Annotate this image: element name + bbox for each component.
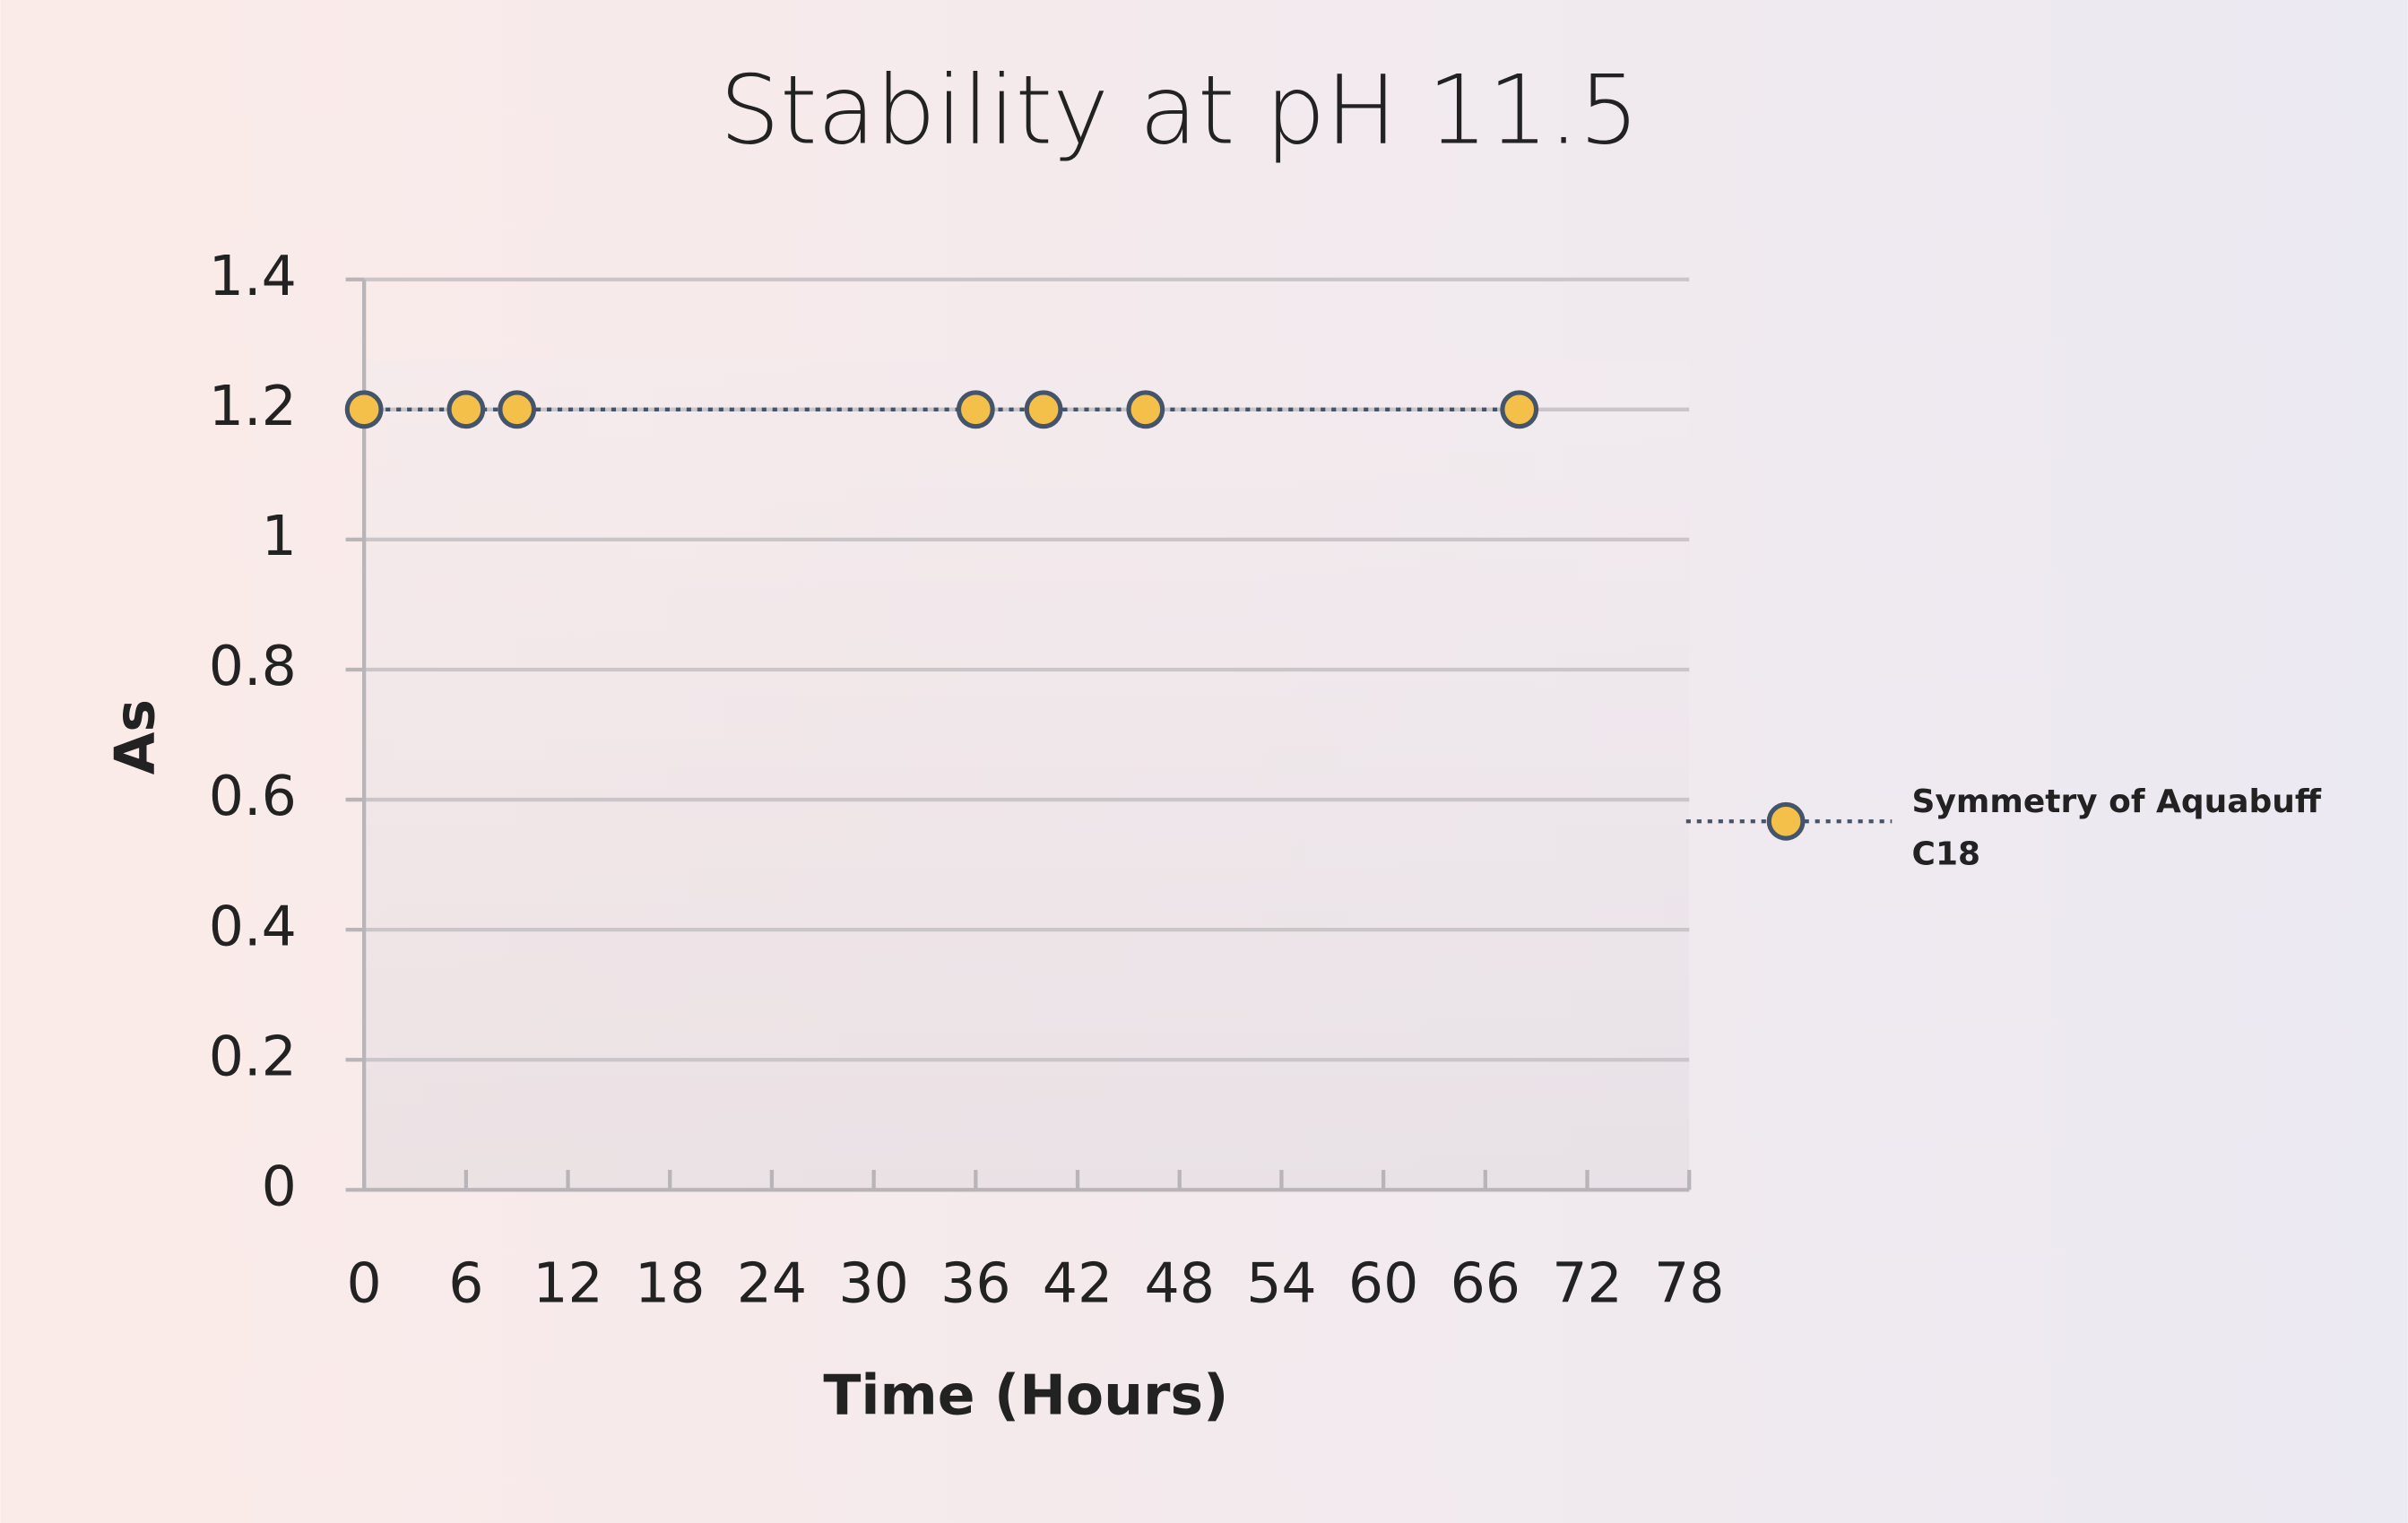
x-tick-label: 6 <box>448 1250 483 1315</box>
y-tick-label: 0.8 <box>209 634 297 698</box>
x-tick-label: 60 <box>1348 1250 1418 1315</box>
legend-label: Symmetry of Aquabuff C18 <box>1911 783 2321 872</box>
y-tick-label: 0 <box>262 1154 297 1218</box>
x-tick-label: 12 <box>533 1250 602 1315</box>
x-tick-label: 72 <box>1552 1250 1622 1315</box>
x-axis-label: Time (Hours) <box>823 1363 1228 1427</box>
x-tick-label: 66 <box>1451 1250 1520 1315</box>
x-tick-label: 0 <box>347 1250 382 1315</box>
x-tick-label: 48 <box>1145 1250 1215 1315</box>
x-tick-label: 78 <box>1654 1250 1724 1315</box>
data-point <box>344 390 384 429</box>
y-axis-label: As <box>102 699 167 774</box>
y-tick-label: 0.2 <box>209 1024 297 1088</box>
y-tick-label: 0.4 <box>209 894 297 958</box>
y-tick-label: 1 <box>262 504 297 568</box>
legend-label-box: Symmetry of Aquabuff C18 <box>1911 783 2321 872</box>
x-tick-label: 54 <box>1246 1250 1316 1315</box>
data-point <box>956 390 995 429</box>
plot-area <box>364 360 1690 1190</box>
x-tick-label: 36 <box>940 1250 1010 1315</box>
data-point <box>498 390 537 429</box>
x-tick-label: 30 <box>838 1250 908 1315</box>
x-tick-label: 24 <box>737 1250 807 1315</box>
chart-title: Stability at pH 11.5 <box>720 55 1640 166</box>
legend-marker <box>1766 801 1806 841</box>
data-point <box>1500 390 1539 429</box>
data-point <box>446 390 486 429</box>
y-tick-label: 1.2 <box>209 374 297 438</box>
x-tick-label: 42 <box>1043 1250 1113 1315</box>
y-tick-label: 0.6 <box>209 764 297 828</box>
data-point <box>1126 390 1165 429</box>
x-tick-label: 18 <box>635 1250 705 1315</box>
y-tick-label: 1.4 <box>209 244 297 308</box>
data-point <box>1024 390 1063 429</box>
